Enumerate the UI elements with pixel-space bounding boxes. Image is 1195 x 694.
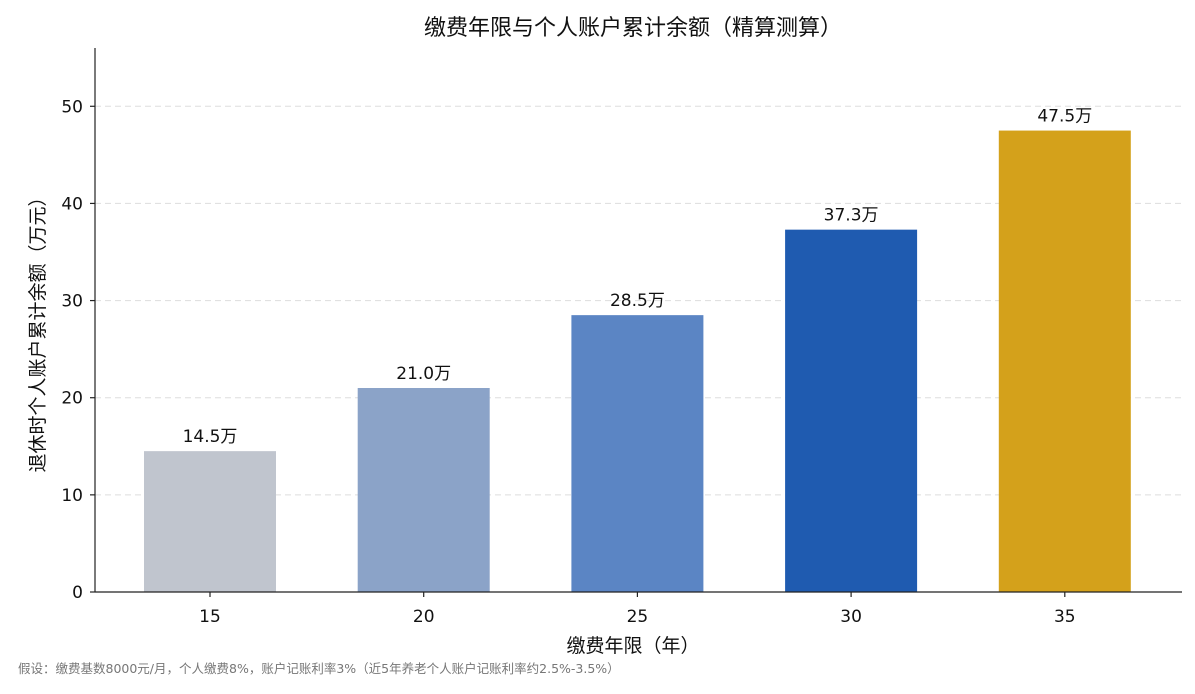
y-axis-title: 退休时个人账户累计余额（万元） [27, 187, 49, 472]
y-tick-label: 20 [61, 389, 83, 409]
x-tick-label-30: 30 [840, 607, 862, 627]
data-labels: 14.5万 21.0万 28.5万 37.3万 47.5万 [183, 107, 1093, 448]
chart-title: 缴费年限与个人账户累计余额（精算测算） [424, 16, 842, 41]
data-label-20: 21.0万 [396, 364, 451, 384]
x-tick-label-20: 20 [413, 607, 435, 627]
y-tick-label: 40 [61, 194, 83, 214]
x-tick-label-35: 35 [1054, 607, 1076, 627]
bar-15 [144, 451, 276, 592]
y-tick-label: 0 [72, 583, 83, 603]
y-tick-label: 10 [61, 486, 83, 506]
footnote: 假设：缴费基数8000元/月，个人缴费8%，账户记账利率3%（近5年养老个人账户… [18, 661, 620, 676]
bar-35 [998, 130, 1131, 593]
y-tick-label: 50 [61, 97, 83, 117]
y-tick-label: 30 [61, 292, 83, 312]
bar-30 [785, 229, 918, 592]
bar-20 [357, 388, 490, 592]
x-axis-title: 缴费年限（年） [566, 635, 699, 657]
y-axis-ticks: 0 10 20 30 40 50 [61, 97, 95, 603]
x-axis-ticks: 15 20 25 30 35 [199, 592, 1076, 627]
x-tick-label-15: 15 [199, 607, 221, 627]
bar-25 [571, 315, 704, 592]
data-label-15: 14.5万 [183, 427, 238, 447]
data-label-35: 47.5万 [1037, 107, 1092, 127]
data-label-30: 37.3万 [824, 206, 879, 226]
x-tick-label-25: 25 [627, 607, 649, 627]
data-label-25: 28.5万 [610, 291, 665, 311]
bars [144, 130, 1131, 593]
